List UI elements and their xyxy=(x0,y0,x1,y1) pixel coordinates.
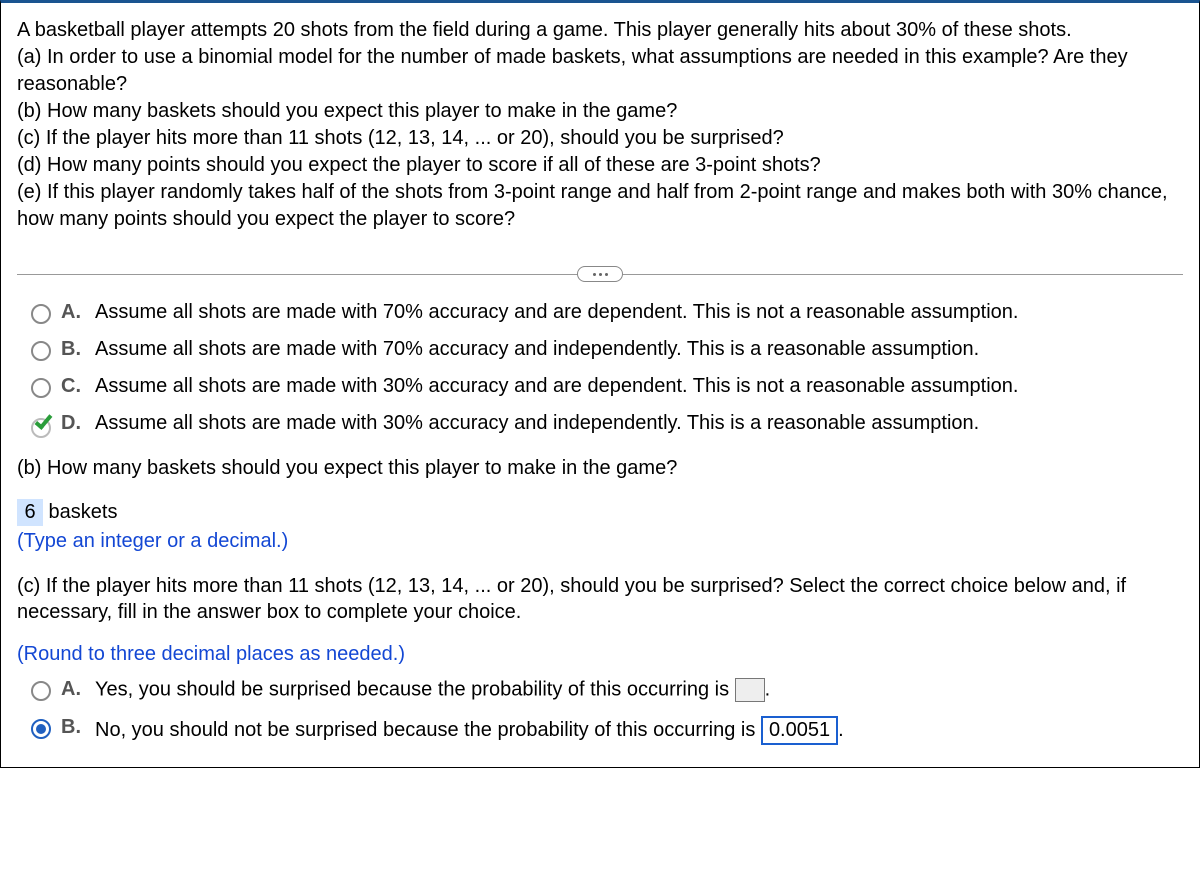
option-text: Assume all shots are made with 30% accur… xyxy=(95,375,1183,398)
option-text: No, you should not be surprised because … xyxy=(95,716,1183,745)
answer-input-empty[interactable] xyxy=(735,678,765,702)
part-c-option-b[interactable]: B. No, you should not be surprised becau… xyxy=(31,716,1183,745)
part-c-hint: (Round to three decimal places as needed… xyxy=(17,643,1183,666)
stem-e: (e) If this player randomly takes half o… xyxy=(17,179,1183,233)
part-b-answer: 6 baskets xyxy=(17,499,1183,526)
radio-selected-icon xyxy=(31,719,51,739)
stem-b: (b) How many baskets should you expect t… xyxy=(17,98,1183,125)
option-d-correct[interactable]: D. Assume all shots are made with 30% ac… xyxy=(31,412,1183,435)
option-text: Assume all shots are made with 70% accur… xyxy=(95,338,1183,361)
radio-unchecked-icon xyxy=(31,681,51,701)
part-b-hint: (Type an integer or a decimal.) xyxy=(17,530,1183,553)
radio-unchecked-icon xyxy=(31,341,51,361)
radio-unchecked-icon xyxy=(31,304,51,324)
section-divider xyxy=(1,261,1199,287)
answer-area: A. Assume all shots are made with 70% ac… xyxy=(1,301,1199,767)
part-c-option-a[interactable]: A. Yes, you should be surprised because … xyxy=(31,678,1183,702)
answer-input-filled[interactable]: 0.0051 xyxy=(761,716,838,745)
option-letter: A. xyxy=(61,678,85,701)
stem-c: (c) If the player hits more than 11 shot… xyxy=(17,125,1183,152)
expand-pill[interactable] xyxy=(577,266,623,282)
stem-intro: A basketball player attempts 20 shots fr… xyxy=(17,17,1183,44)
option-letter: C. xyxy=(61,375,85,398)
radio-unchecked-icon xyxy=(31,378,51,398)
part-c-prompt: (c) If the player hits more than 11 shot… xyxy=(17,573,1183,625)
option-letter: D. xyxy=(61,412,85,435)
question-stem: A basketball player attempts 20 shots fr… xyxy=(1,3,1199,251)
option-text: Yes, you should be surprised because the… xyxy=(95,678,1183,702)
option-letter: B. xyxy=(61,338,85,361)
answer-input-filled[interactable]: 6 xyxy=(17,499,43,526)
stem-d: (d) How many points should you expect th… xyxy=(17,152,1183,179)
option-a[interactable]: A. Assume all shots are made with 70% ac… xyxy=(31,301,1183,324)
stem-a: (a) In order to use a binomial model for… xyxy=(17,44,1183,98)
option-letter: B. xyxy=(61,716,85,739)
option-text: Assume all shots are made with 70% accur… xyxy=(95,301,1183,324)
option-text: Assume all shots are made with 30% accur… xyxy=(95,412,1183,435)
radio-correct-icon xyxy=(31,415,51,435)
question-panel: A basketball player attempts 20 shots fr… xyxy=(0,0,1200,768)
answer-unit: baskets xyxy=(43,501,117,523)
option-b[interactable]: B. Assume all shots are made with 70% ac… xyxy=(31,338,1183,361)
option-letter: A. xyxy=(61,301,85,324)
option-c[interactable]: C. Assume all shots are made with 30% ac… xyxy=(31,375,1183,398)
part-b-prompt: (b) How many baskets should you expect t… xyxy=(17,455,1183,481)
